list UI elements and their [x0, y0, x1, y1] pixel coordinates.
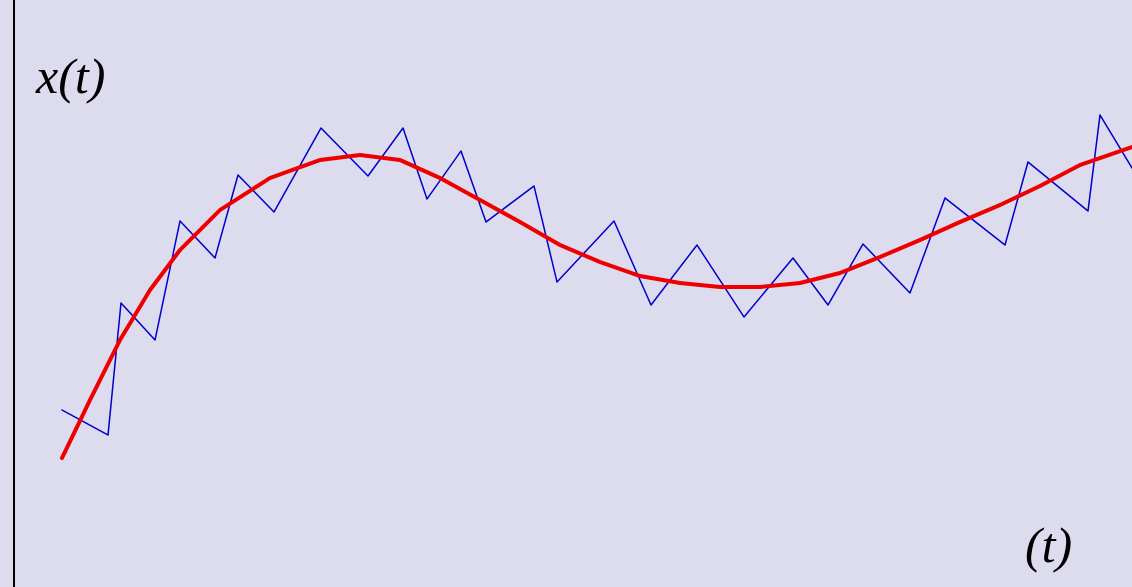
y-axis-label: x(t) [35, 48, 105, 104]
series-line [60, 145, 1132, 460]
series-line [61, 114, 1132, 436]
x-axis-label: (t) [1025, 517, 1072, 573]
